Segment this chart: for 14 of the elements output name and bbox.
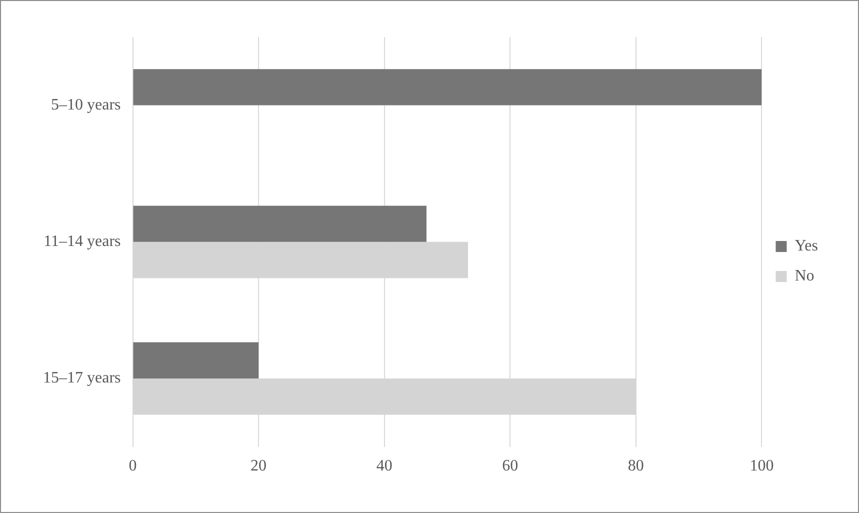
y-tick-label: 15–17 years [42, 370, 121, 387]
bar [133, 206, 426, 242]
y-tick-label: 5–10 years [50, 96, 121, 114]
legend-label: No [794, 268, 814, 285]
legend-label: Yes [794, 238, 818, 255]
x-tick-label: 0 [128, 458, 137, 475]
x-tick-label: 80 [628, 458, 644, 475]
x-tick-label: 100 [750, 458, 774, 475]
x-tick-label: 20 [250, 458, 267, 475]
bar [133, 342, 259, 378]
x-tick-label: 40 [376, 458, 392, 475]
bar [133, 69, 762, 106]
y-tick-label: 11–14 years [44, 233, 121, 250]
x-tick-label: 60 [502, 458, 518, 475]
